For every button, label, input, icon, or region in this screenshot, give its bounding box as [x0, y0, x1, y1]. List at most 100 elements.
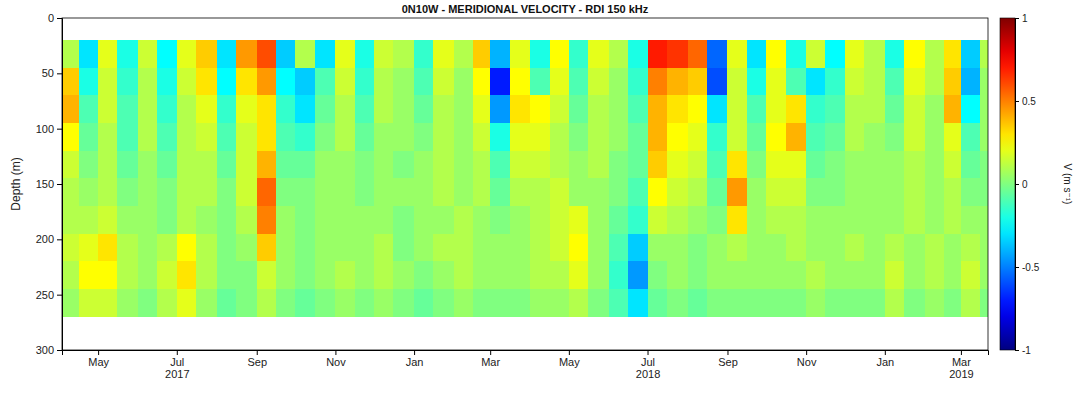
- cell: [904, 178, 925, 206]
- cell: [433, 206, 454, 234]
- cell: [196, 123, 217, 151]
- cell: [177, 151, 197, 179]
- tick-label: Jan: [406, 356, 424, 368]
- cell: [904, 68, 925, 96]
- cell: [276, 206, 296, 234]
- cell: [786, 178, 807, 206]
- cell: [62, 151, 79, 179]
- cell: [609, 151, 629, 179]
- cell: [490, 151, 510, 179]
- tick: 0: [48, 12, 62, 24]
- tick: Sep: [718, 350, 738, 368]
- cell: [257, 234, 277, 262]
- cell: [688, 68, 708, 96]
- cell: [588, 40, 609, 68]
- tick-label: 300: [36, 344, 54, 356]
- cell: [825, 123, 845, 151]
- cell: [944, 95, 961, 123]
- cell: [295, 68, 315, 96]
- cell: [569, 68, 589, 96]
- cell: [236, 261, 257, 289]
- cell: [648, 289, 668, 317]
- cell: [667, 68, 688, 96]
- cell: [550, 234, 570, 262]
- cell: [961, 151, 981, 179]
- cell: [961, 234, 981, 262]
- cell: [727, 40, 747, 68]
- cell: [236, 151, 257, 179]
- tick-label: 50: [42, 67, 54, 79]
- cell: [62, 68, 79, 96]
- cell: [961, 289, 981, 317]
- tick: May: [88, 350, 109, 368]
- cell: [628, 178, 648, 206]
- cell: [864, 68, 885, 96]
- cell: [944, 178, 961, 206]
- cell: [117, 261, 138, 289]
- tick: 50: [42, 67, 62, 79]
- cell: [490, 261, 510, 289]
- cell: [667, 95, 688, 123]
- cell: [569, 123, 589, 151]
- cell: [925, 234, 945, 262]
- cell: [925, 40, 945, 68]
- tick: 200: [36, 233, 62, 245]
- cell: [196, 68, 217, 96]
- cell: [433, 289, 454, 317]
- cell: [904, 289, 925, 317]
- cell: [707, 289, 728, 317]
- cell: [530, 95, 550, 123]
- cell: [414, 40, 434, 68]
- cell: [393, 206, 414, 234]
- axis-line: [63, 351, 989, 356]
- cell: [257, 289, 277, 317]
- cell: [588, 289, 609, 317]
- colorbar: -1-0.500.51V (m s⁻¹): [1000, 13, 1073, 356]
- cell: [961, 261, 981, 289]
- cell: [727, 123, 747, 151]
- cell: [550, 289, 570, 317]
- cell: [276, 151, 296, 179]
- tick-label: 0: [1022, 179, 1028, 190]
- cell: [925, 123, 945, 151]
- cell: [315, 234, 336, 262]
- chart: 050100150200250300MayJul2017SepNovJanMar…: [0, 0, 1080, 395]
- tick: -0.5: [1015, 262, 1040, 273]
- cell: [393, 234, 414, 262]
- tick: Jan: [406, 350, 424, 368]
- cell: [667, 206, 688, 234]
- cell: [885, 261, 905, 289]
- cell: [117, 234, 138, 262]
- cell: [885, 178, 905, 206]
- cell: [688, 261, 708, 289]
- cell: [177, 289, 197, 317]
- cell: [688, 40, 708, 68]
- cell: [569, 261, 589, 289]
- tick-label: Jul2017: [165, 356, 189, 381]
- cell: [864, 206, 885, 234]
- cell: [414, 123, 434, 151]
- cell: [569, 151, 589, 179]
- cell: [454, 40, 474, 68]
- cell: [315, 206, 336, 234]
- cell: [414, 95, 434, 123]
- cell: [648, 261, 668, 289]
- cell: [138, 95, 158, 123]
- cell: [845, 234, 865, 262]
- cell: [864, 151, 885, 179]
- cell: [138, 151, 158, 179]
- cell: [490, 123, 510, 151]
- cell: [335, 151, 355, 179]
- cell: [355, 261, 375, 289]
- tick-mark: [414, 350, 415, 355]
- cell: [747, 261, 767, 289]
- cell: [747, 289, 767, 317]
- cell: [315, 178, 336, 206]
- cell: [295, 206, 315, 234]
- cell: [980, 95, 988, 123]
- cell: [414, 151, 434, 179]
- tick-mark: [57, 350, 62, 351]
- cell: [628, 68, 648, 96]
- cell: [138, 123, 158, 151]
- cell: [117, 178, 138, 206]
